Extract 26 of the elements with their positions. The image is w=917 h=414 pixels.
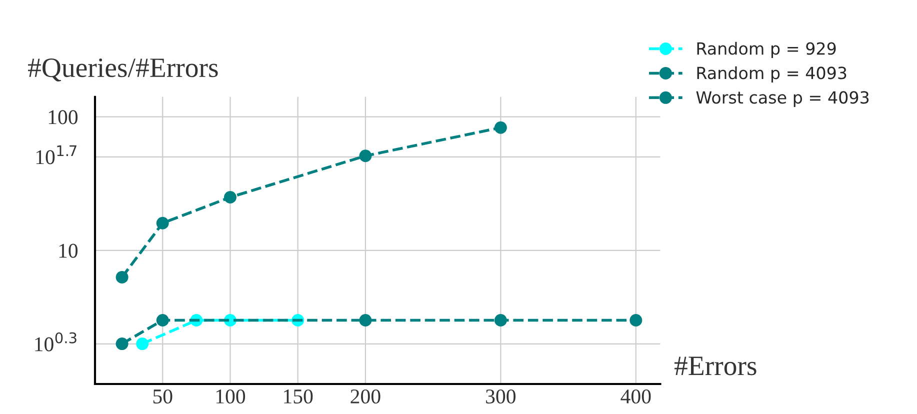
point	[359, 150, 372, 162]
point	[494, 314, 507, 326]
point	[630, 314, 642, 326]
x-tick-label: 150	[284, 389, 313, 404]
legend-label: Random p = 4093	[697, 66, 846, 83]
y-tick-label: 10$^{0.3}$	[35, 332, 76, 352]
point	[116, 338, 128, 350]
x-axis-title: #Errors	[674, 356, 756, 376]
x-tick-label: 100	[216, 389, 246, 404]
point	[224, 190, 236, 204]
point	[156, 314, 169, 326]
x-tick-label: 400	[620, 389, 651, 404]
x-tick-label: 200	[350, 389, 380, 404]
y-axis-title: #Queries/#Errors	[28, 58, 218, 82]
legend-label: Random p = 929	[697, 42, 836, 58]
x-tick-label: 300	[486, 389, 516, 404]
point	[136, 338, 149, 350]
point	[116, 270, 128, 284]
y-tick-label: 10$^{1.7}$	[36, 145, 76, 164]
point	[359, 314, 372, 326]
point	[494, 121, 507, 134]
point	[156, 216, 169, 230]
legend-label: Worst case p = 4093	[696, 91, 869, 107]
x-tick-label: 50	[153, 389, 172, 404]
y-tick-label: 10	[59, 244, 78, 258]
y-tick-label: 100	[48, 110, 78, 124]
